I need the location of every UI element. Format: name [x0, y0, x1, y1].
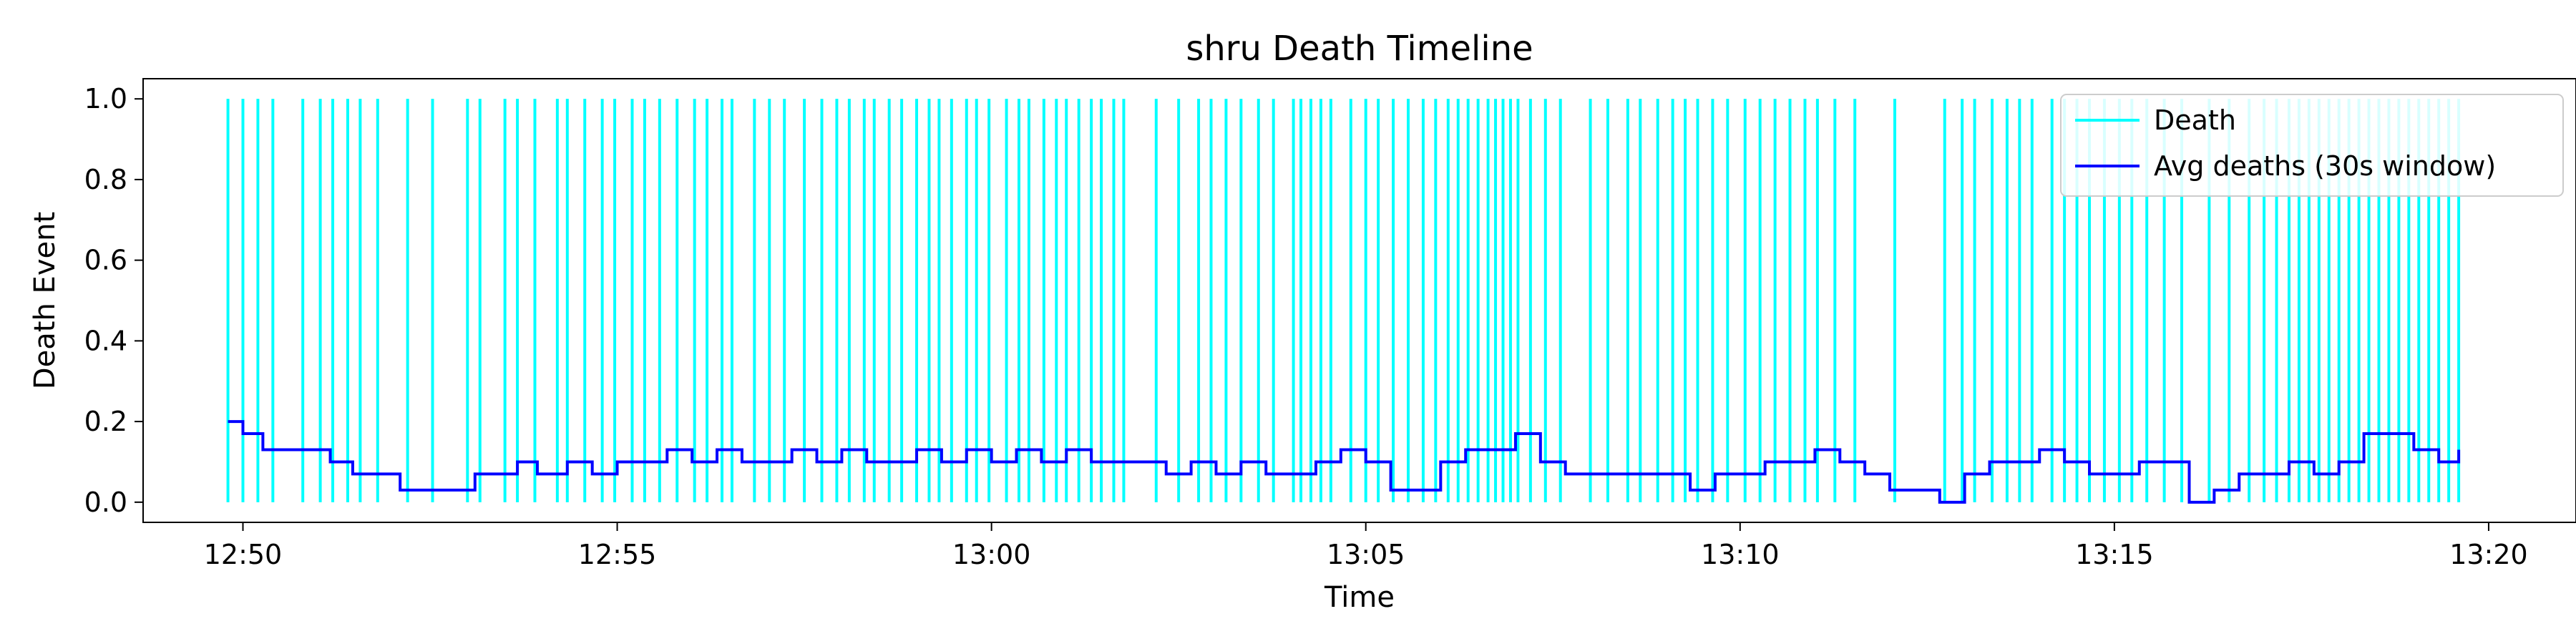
- x-tick-label: 13:10: [1701, 539, 1780, 570]
- x-tick-label: 12:50: [204, 539, 283, 570]
- legend-box: [2060, 94, 2564, 197]
- y-tick-label: 0.2: [84, 406, 127, 437]
- legend-label-avg-deaths: Avg deaths (30s window): [2154, 150, 2496, 182]
- x-tick-label: 13:15: [2075, 539, 2154, 570]
- x-tick-label: 13:05: [1327, 539, 1405, 570]
- legend-label-death: Death: [2154, 104, 2236, 136]
- y-tick-label: 0.0: [84, 487, 127, 518]
- chart-title: shru Death Timeline: [1186, 29, 1533, 69]
- y-tick-label: 0.6: [84, 245, 127, 276]
- y-tick-label: 0.8: [84, 164, 127, 195]
- y-axis-label: Death Event: [29, 212, 62, 389]
- legend: Death Avg deaths (30s window): [2060, 94, 2564, 197]
- y-tick-label: 1.0: [84, 83, 127, 114]
- y-tick-label: 0.4: [84, 325, 127, 356]
- plot-frame: [142, 78, 2576, 523]
- y-axis: 0.0 0.2 0.4 0.6 0.8 1.0: [84, 83, 143, 518]
- x-tick-label: 13:20: [2449, 539, 2528, 570]
- x-axis-label: Time: [1324, 581, 1395, 614]
- avg-deaths-line: [228, 420, 2461, 504]
- x-axis: 12:50 12:55 13:00 13:05 13:10 13:15 13:20: [204, 522, 2528, 570]
- x-tick-label: 12:55: [578, 539, 657, 570]
- x-tick-label: 13:00: [952, 539, 1031, 570]
